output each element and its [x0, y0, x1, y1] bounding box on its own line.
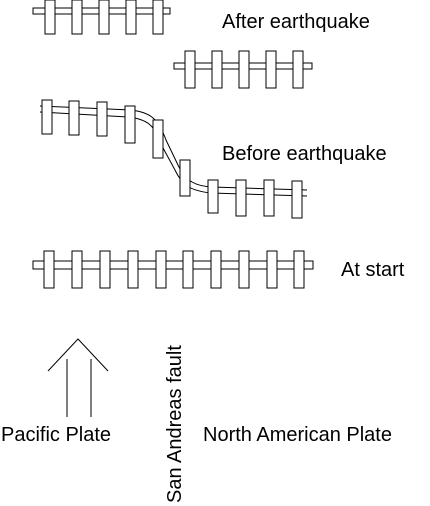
label-before-earthquake: Before earthquake — [222, 143, 387, 165]
after-track-right — [173, 50, 313, 89]
before-track-bent — [39, 99, 308, 219]
up-arrow-icon — [47, 338, 109, 417]
label-at-start: At start — [341, 259, 405, 281]
label-san-andreas-fault: San Andreas fault — [164, 345, 186, 503]
start-track — [32, 250, 314, 289]
label-after-earthquake: After earthquake — [222, 11, 370, 33]
after-track-left — [32, 0, 171, 35]
label-pacific-plate: Pacific Plate — [1, 424, 111, 446]
label-north-american-plate: North American Plate — [203, 424, 392, 446]
